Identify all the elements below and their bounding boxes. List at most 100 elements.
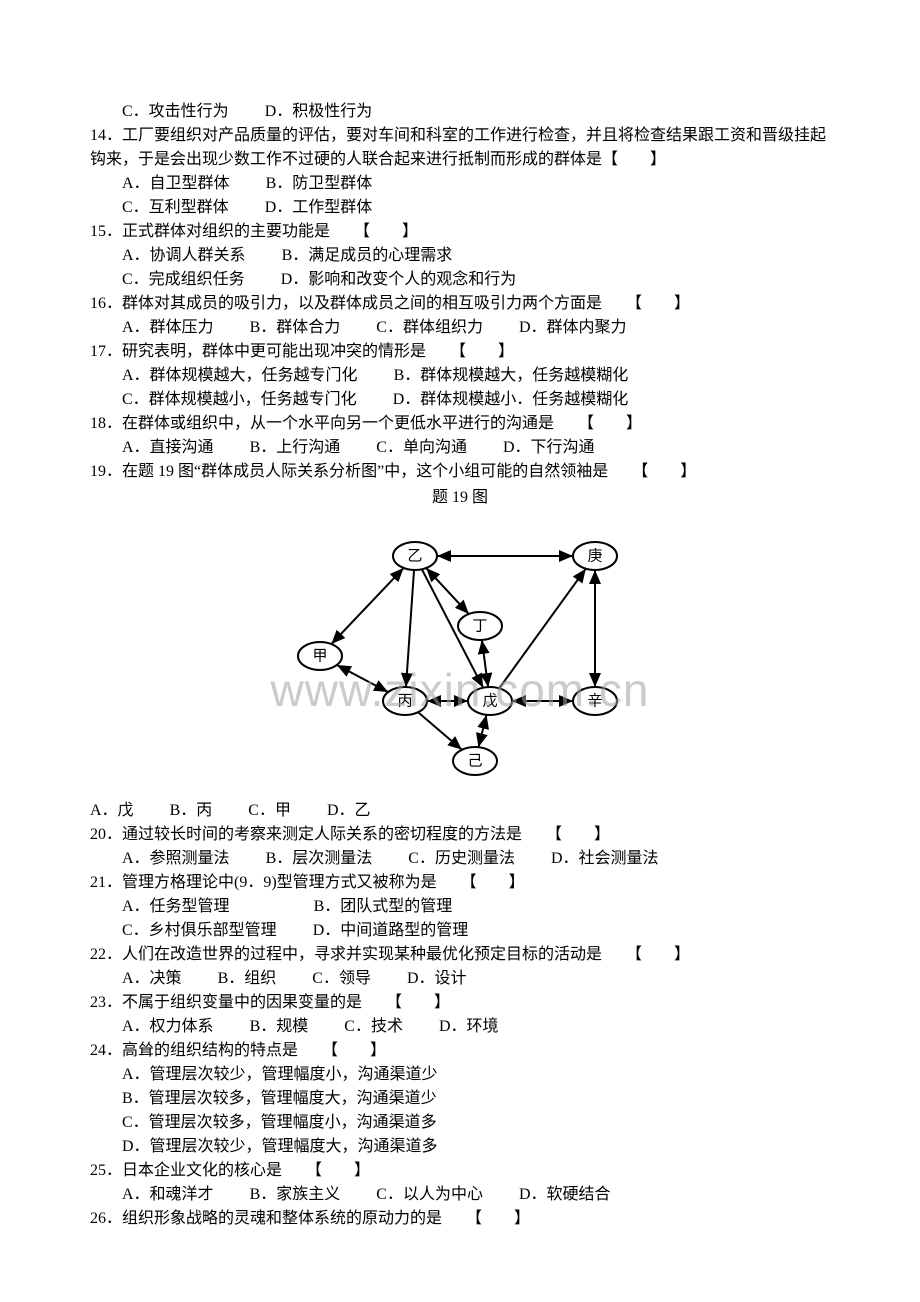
q16-a: A．群体压力 [122,319,214,336]
diagram-node-ding: 丁 [458,612,502,640]
q18-stem: 18．在群体或组织中，从一个水平向另一个更低水平进行的沟通是 【 】 [90,412,830,436]
q17-b: B．群体规模越大，任务越模糊化 [394,367,629,384]
q19-b: B．丙 [170,802,213,819]
q18-a: A．直接沟通 [122,439,214,456]
q18-opts: A．直接沟通 B．上行沟通 C．单向沟通 D．下行沟通 [90,436,830,460]
q15-opts-cd: C．完成组织任务 D．影响和改变个人的观念和行为 [90,268,830,292]
q14-b: B．防卫型群体 [266,175,373,192]
q20-d: D．社会测量法 [551,850,659,867]
q24-stem: 24．高耸的组织结构的特点是 【 】 [90,1039,830,1063]
q24-c: C．管理层次较多，管理幅度小，沟通渠道多 [90,1111,830,1135]
q23-opts: A．权力体系 B．规模 C．技术 D．环境 [90,1015,830,1039]
q25-opts: A．和魂洋才 B．家族主义 C．以人为中心 D．软硬结合 [90,1183,830,1207]
q22-stem: 22．人们在改造世界的过程中，寻求并实现某种最优化预定目标的活动是 【 】 [90,943,830,967]
q15-opts-ab: A．协调人群关系 B．满足成员的心理需求 [90,244,830,268]
q15-a: A．协调人群关系 [122,247,246,264]
q23-d: D．环境 [439,1018,499,1035]
diagram-edge [418,712,462,750]
q14-a: A．自卫型群体 [122,175,230,192]
q17-a: A．群体规模越大，任务越专门化 [122,367,358,384]
q13-opt-cd: C．攻击性行为 D．积极性行为 [90,100,830,124]
q19-stem: 19．在题 19 图“群体成员人际关系分析图”中，这个小组可能的自然领袖是 【 … [90,460,830,484]
q24-d: D．管理层次较少，管理幅度大，沟通渠道多 [90,1135,830,1159]
q24-b: B．管理层次较多，管理幅度大，沟通渠道少 [90,1087,830,1111]
q22-a: A．决策 [122,970,182,987]
diagram-edge [482,640,488,687]
diagram-edge [478,715,486,747]
svg-text:辛: 辛 [587,692,602,709]
diagram-node-geng: 庚 [573,542,617,570]
q15-b: B．满足成员的心理需求 [282,247,453,264]
q22-c: C．领导 [312,970,371,987]
q25-b: B．家族主义 [250,1186,341,1203]
q14-c: C．互利型群体 [122,199,229,216]
svg-text:甲: 甲 [312,648,327,664]
q20-opts: A．参照测量法 B．层次测量法 C．历史测量法 D．社会测量法 [90,847,830,871]
q14-opts-cd: C．互利型群体 D．工作型群体 [90,196,830,220]
q21-opts-ab: A．任务型管理 B．团队式型的管理 [90,895,830,919]
q15-d: D．影响和改变个人的观念和行为 [281,271,517,288]
diagram-node-wu: 戊 [468,687,512,715]
q16-b: B．群体合力 [250,319,341,336]
q16-d: D．群体内聚力 [519,319,627,336]
q19-d: D．乙 [327,802,371,819]
diagram-edge [406,570,414,687]
q24-a: A．管理层次较少，管理幅度小，沟通渠道少 [90,1063,830,1087]
q19-a: A．戊 [90,802,134,819]
q23-b: B．规模 [250,1018,309,1035]
q18-c: C．单向沟通 [376,439,467,456]
q22-d: D．设计 [407,970,467,987]
q14-stem: 14．工厂要组织对产品质量的评估，要对车间和科室的工作进行检查，并且将检查结果跟… [90,124,830,172]
q18-d: D．下行沟通 [503,439,595,456]
q23-a: A．权力体系 [122,1018,214,1035]
q19-figure: www.zixin.com.cn 甲乙丙丁戊己庚辛 [90,526,830,799]
q20-b: B．层次测量法 [266,850,373,867]
relationship-diagram: 甲 乙丙 丁戊己 庚辛 [265,526,655,791]
q14-opts-ab: A．自卫型群体 B．防卫型群体 [90,172,830,196]
q13-opt-d: D．积极性行为 [265,103,373,120]
diagram-node-xin: 辛 [573,687,617,715]
diagram-node-jia: 甲 [298,642,342,670]
q22-b: B．组织 [218,970,277,987]
svg-text:庚: 庚 [587,547,602,564]
q16-opts: A．群体压力 B．群体合力 C．群体组织力 D．群体内聚力 [90,316,830,340]
svg-text:乙: 乙 [407,548,422,564]
q19-opts: A．戊 B．丙 C．甲 D．乙 [90,799,830,823]
q21-c: C．乡村俱乐部型管理 [122,922,277,939]
q17-opts-ab: A．群体规模越大，任务越专门化 B．群体规模越大，任务越模糊化 [90,364,830,388]
q20-c: C．历史测量法 [408,850,515,867]
svg-text:丁: 丁 [472,618,487,634]
q16-stem: 16．群体对其成员的吸引力，以及群体成员之间的相互吸引力两个方面是 【 】 [90,292,830,316]
q17-c: C．群体规模越小，任务越专门化 [122,391,357,408]
diagram-edge [337,665,388,692]
svg-text:己: 己 [467,753,482,769]
q17-stem: 17．研究表明，群体中更可能出现冲突的情形是 【 】 [90,340,830,364]
q17-d: D．群体规模越小．任务越模糊化 [393,391,629,408]
q25-a: A．和魂洋才 [122,1186,214,1203]
q21-stem: 21．管理方格理论中(9．9)型管理方式又被称为是 【 】 [90,871,830,895]
q22-opts: A．决策 B．组织 C．领导 D．设计 [90,967,830,991]
q19-fig-title: 题 19 图 [90,486,830,510]
q21-a: A．任务型管理 [122,898,230,915]
diagram-edge [499,569,586,689]
q26-stem: 26．组织形象战略的灵魂和整体系统的原动力的是 【 】 [90,1207,830,1231]
q18-b: B．上行沟通 [250,439,341,456]
q13-opt-c: C．攻击性行为 [122,103,229,120]
q16-c: C．群体组织力 [376,319,483,336]
diagram-node-ji: 己 [453,747,497,775]
q19-c: C．甲 [248,802,291,819]
q25-c: C．以人为中心 [376,1186,483,1203]
q25-d: D．软硬结合 [519,1186,611,1203]
q20-stem: 20．通过较长时间的考察来测定人际关系的密切程度的方法是 【 】 [90,823,830,847]
q15-c: C．完成组织任务 [122,271,245,288]
svg-text:丙: 丙 [397,693,412,709]
q21-d: D．中间道路型的管理 [313,922,469,939]
q15-stem: 15．正式群体对组织的主要功能是 【 】 [90,220,830,244]
q14-d: D．工作型群体 [265,199,373,216]
q25-stem: 25．日本企业文化的核心是 【 】 [90,1159,830,1183]
q20-a: A．参照测量法 [122,850,230,867]
q21-opts-cd: C．乡村俱乐部型管理 D．中间道路型的管理 [90,919,830,943]
diagram-node-bing: 丙 [383,687,427,715]
svg-text:戊: 戊 [482,692,497,709]
q21-b: B．团队式型的管理 [314,898,453,915]
